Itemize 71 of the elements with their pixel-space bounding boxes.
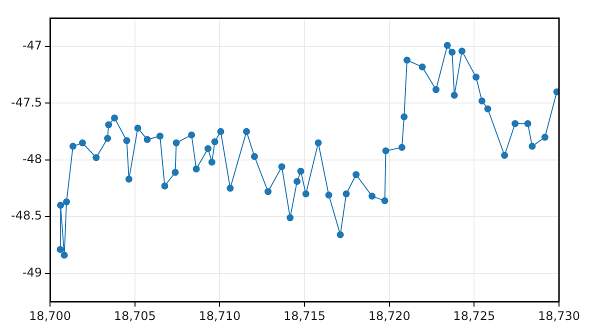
point xyxy=(156,132,164,140)
point xyxy=(528,142,536,150)
point xyxy=(192,165,200,172)
point xyxy=(92,154,100,162)
x-tick-label: 18,720 xyxy=(368,308,410,323)
point xyxy=(125,176,132,183)
point xyxy=(105,121,112,128)
point xyxy=(458,48,466,55)
point xyxy=(512,120,519,128)
point xyxy=(172,139,180,146)
point xyxy=(134,124,142,132)
point xyxy=(432,86,440,94)
point xyxy=(278,163,286,170)
point xyxy=(204,145,212,152)
point xyxy=(352,171,360,178)
point xyxy=(208,158,216,166)
point xyxy=(336,231,344,238)
point xyxy=(342,190,350,198)
point xyxy=(484,105,492,112)
point xyxy=(172,168,179,176)
point xyxy=(325,192,332,199)
y-tick-label: -47.5 xyxy=(10,95,42,110)
point xyxy=(250,153,258,160)
point xyxy=(111,114,118,122)
point xyxy=(226,184,234,192)
point xyxy=(188,131,196,138)
point xyxy=(382,147,390,154)
point xyxy=(381,197,388,204)
y-tick-label: -47 xyxy=(22,38,42,53)
point xyxy=(368,192,376,200)
point xyxy=(302,190,310,198)
point xyxy=(448,48,456,56)
point xyxy=(541,134,548,141)
point xyxy=(400,113,408,120)
point xyxy=(56,246,64,253)
point xyxy=(144,136,151,143)
point xyxy=(286,214,294,222)
point xyxy=(60,252,68,259)
y-tick-label: -49 xyxy=(22,265,42,280)
point xyxy=(123,137,130,144)
x-tick-label: 18,710 xyxy=(198,308,241,323)
point xyxy=(243,128,250,136)
y-tick-label: -48 xyxy=(22,152,42,166)
point xyxy=(472,74,480,81)
point xyxy=(211,138,218,146)
x-tick-label: 18,725 xyxy=(453,308,496,323)
point xyxy=(501,152,508,159)
point xyxy=(63,198,70,206)
point xyxy=(78,139,86,146)
point xyxy=(57,202,64,209)
point xyxy=(69,142,76,150)
point xyxy=(161,182,168,190)
x-tick-label: 18,705 xyxy=(114,308,156,323)
x-tick-label: 18,700 xyxy=(29,308,72,323)
point xyxy=(314,139,322,146)
x-tick-label: 18,730 xyxy=(538,308,580,323)
point xyxy=(418,63,426,70)
point xyxy=(553,88,560,96)
point xyxy=(294,178,301,185)
point xyxy=(297,168,304,175)
y-tick-label: -48.5 xyxy=(10,208,42,223)
point xyxy=(450,92,458,99)
x-tick-label: 18,715 xyxy=(284,308,326,323)
point xyxy=(398,144,406,151)
point xyxy=(404,56,410,64)
point xyxy=(444,42,451,49)
point xyxy=(104,134,112,142)
point xyxy=(524,120,532,128)
point xyxy=(217,128,224,136)
point xyxy=(478,97,486,104)
point xyxy=(264,188,272,196)
